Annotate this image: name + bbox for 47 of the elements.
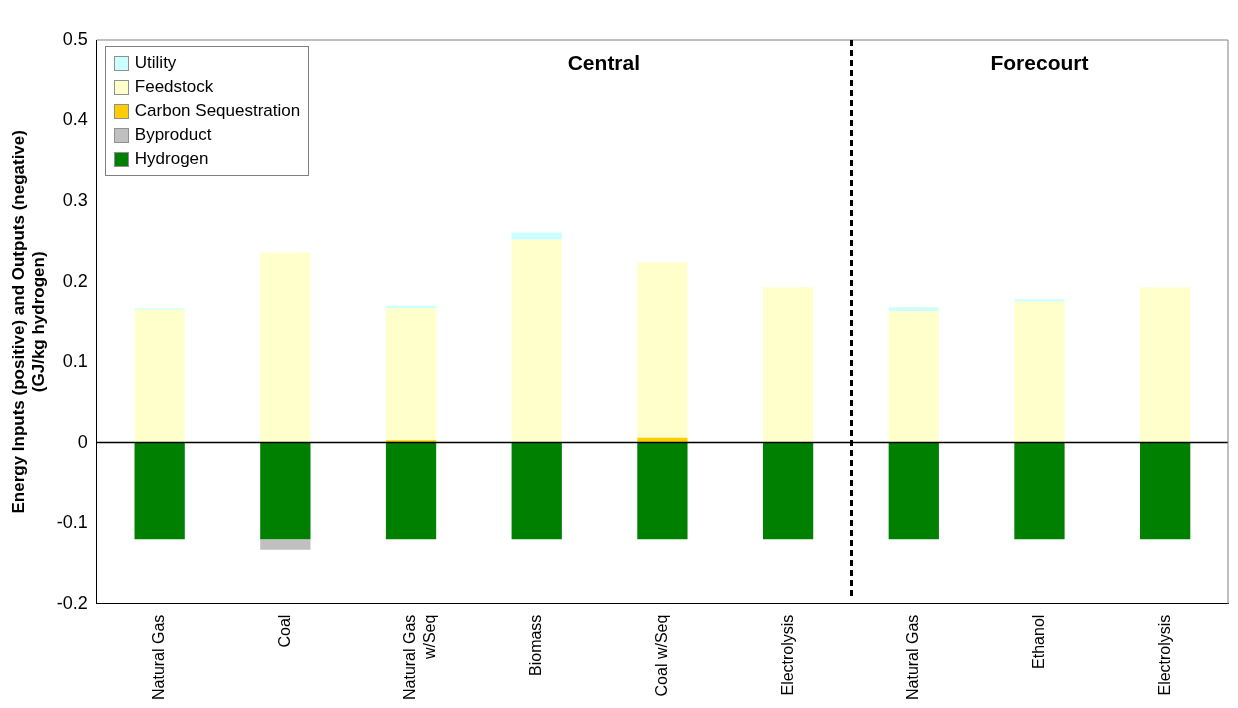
- x-tick-label: Coal: [275, 614, 293, 648]
- legend-label: Hydrogen: [134, 149, 209, 169]
- bar: [1014, 301, 1065, 443]
- bar: [260, 442, 311, 540]
- bar: [1140, 287, 1191, 443]
- bar: [888, 311, 939, 443]
- bar: [1140, 442, 1191, 540]
- y-tick-label: 0.5: [62, 28, 88, 49]
- x-tick-label: Ethanol: [1029, 614, 1047, 669]
- bar: [888, 442, 939, 540]
- bar: [134, 442, 185, 540]
- x-tick-label: Natural Gas: [150, 614, 168, 701]
- x-tick-label: Coal w/Seq: [652, 614, 670, 697]
- x-tick-label: Natural Gas: [904, 614, 922, 701]
- x-tick-label: Natural Gas w/Seq: [401, 614, 438, 701]
- bar: [511, 239, 562, 443]
- y-tick-label: 0.2: [62, 270, 88, 291]
- x-tick-label: Electrolysis: [778, 614, 796, 696]
- x-tick-label: Biomass: [527, 614, 545, 676]
- bar: [762, 287, 814, 443]
- bar: [637, 262, 688, 438]
- legend-label: Byproduct: [134, 125, 212, 145]
- bar: [511, 442, 562, 540]
- y-tick-label: 0.1: [62, 351, 88, 372]
- bar: [385, 442, 437, 540]
- y-axis-title: Energy Inputs (positive) and Outputs (negative) (GJ/kg hydrogen): [8, 130, 49, 514]
- bar: [888, 307, 939, 312]
- bar: [637, 442, 688, 540]
- bar: [134, 309, 185, 443]
- y-tick-label: 0: [77, 431, 88, 452]
- bar: [260, 252, 311, 443]
- annotation: Central: [567, 51, 641, 75]
- legend-label: Utility: [134, 53, 177, 73]
- bar: [511, 232, 562, 240]
- bar: [1014, 299, 1065, 302]
- legend-label: Carbon Sequestration: [134, 101, 301, 121]
- bar: [385, 308, 437, 441]
- y-tick-label: 0.4: [62, 109, 88, 130]
- y-tick-label: -0.1: [56, 512, 88, 533]
- annotation: Forecourt: [990, 51, 1089, 75]
- x-tick-label: Electrolysis: [1155, 614, 1173, 696]
- y-tick-label: -0.2: [56, 592, 88, 613]
- bar: [260, 539, 311, 550]
- legend-label: Feedstock: [134, 77, 214, 97]
- bar: [1014, 442, 1065, 540]
- bar: [762, 442, 814, 540]
- y-tick-label: 0.3: [62, 190, 88, 211]
